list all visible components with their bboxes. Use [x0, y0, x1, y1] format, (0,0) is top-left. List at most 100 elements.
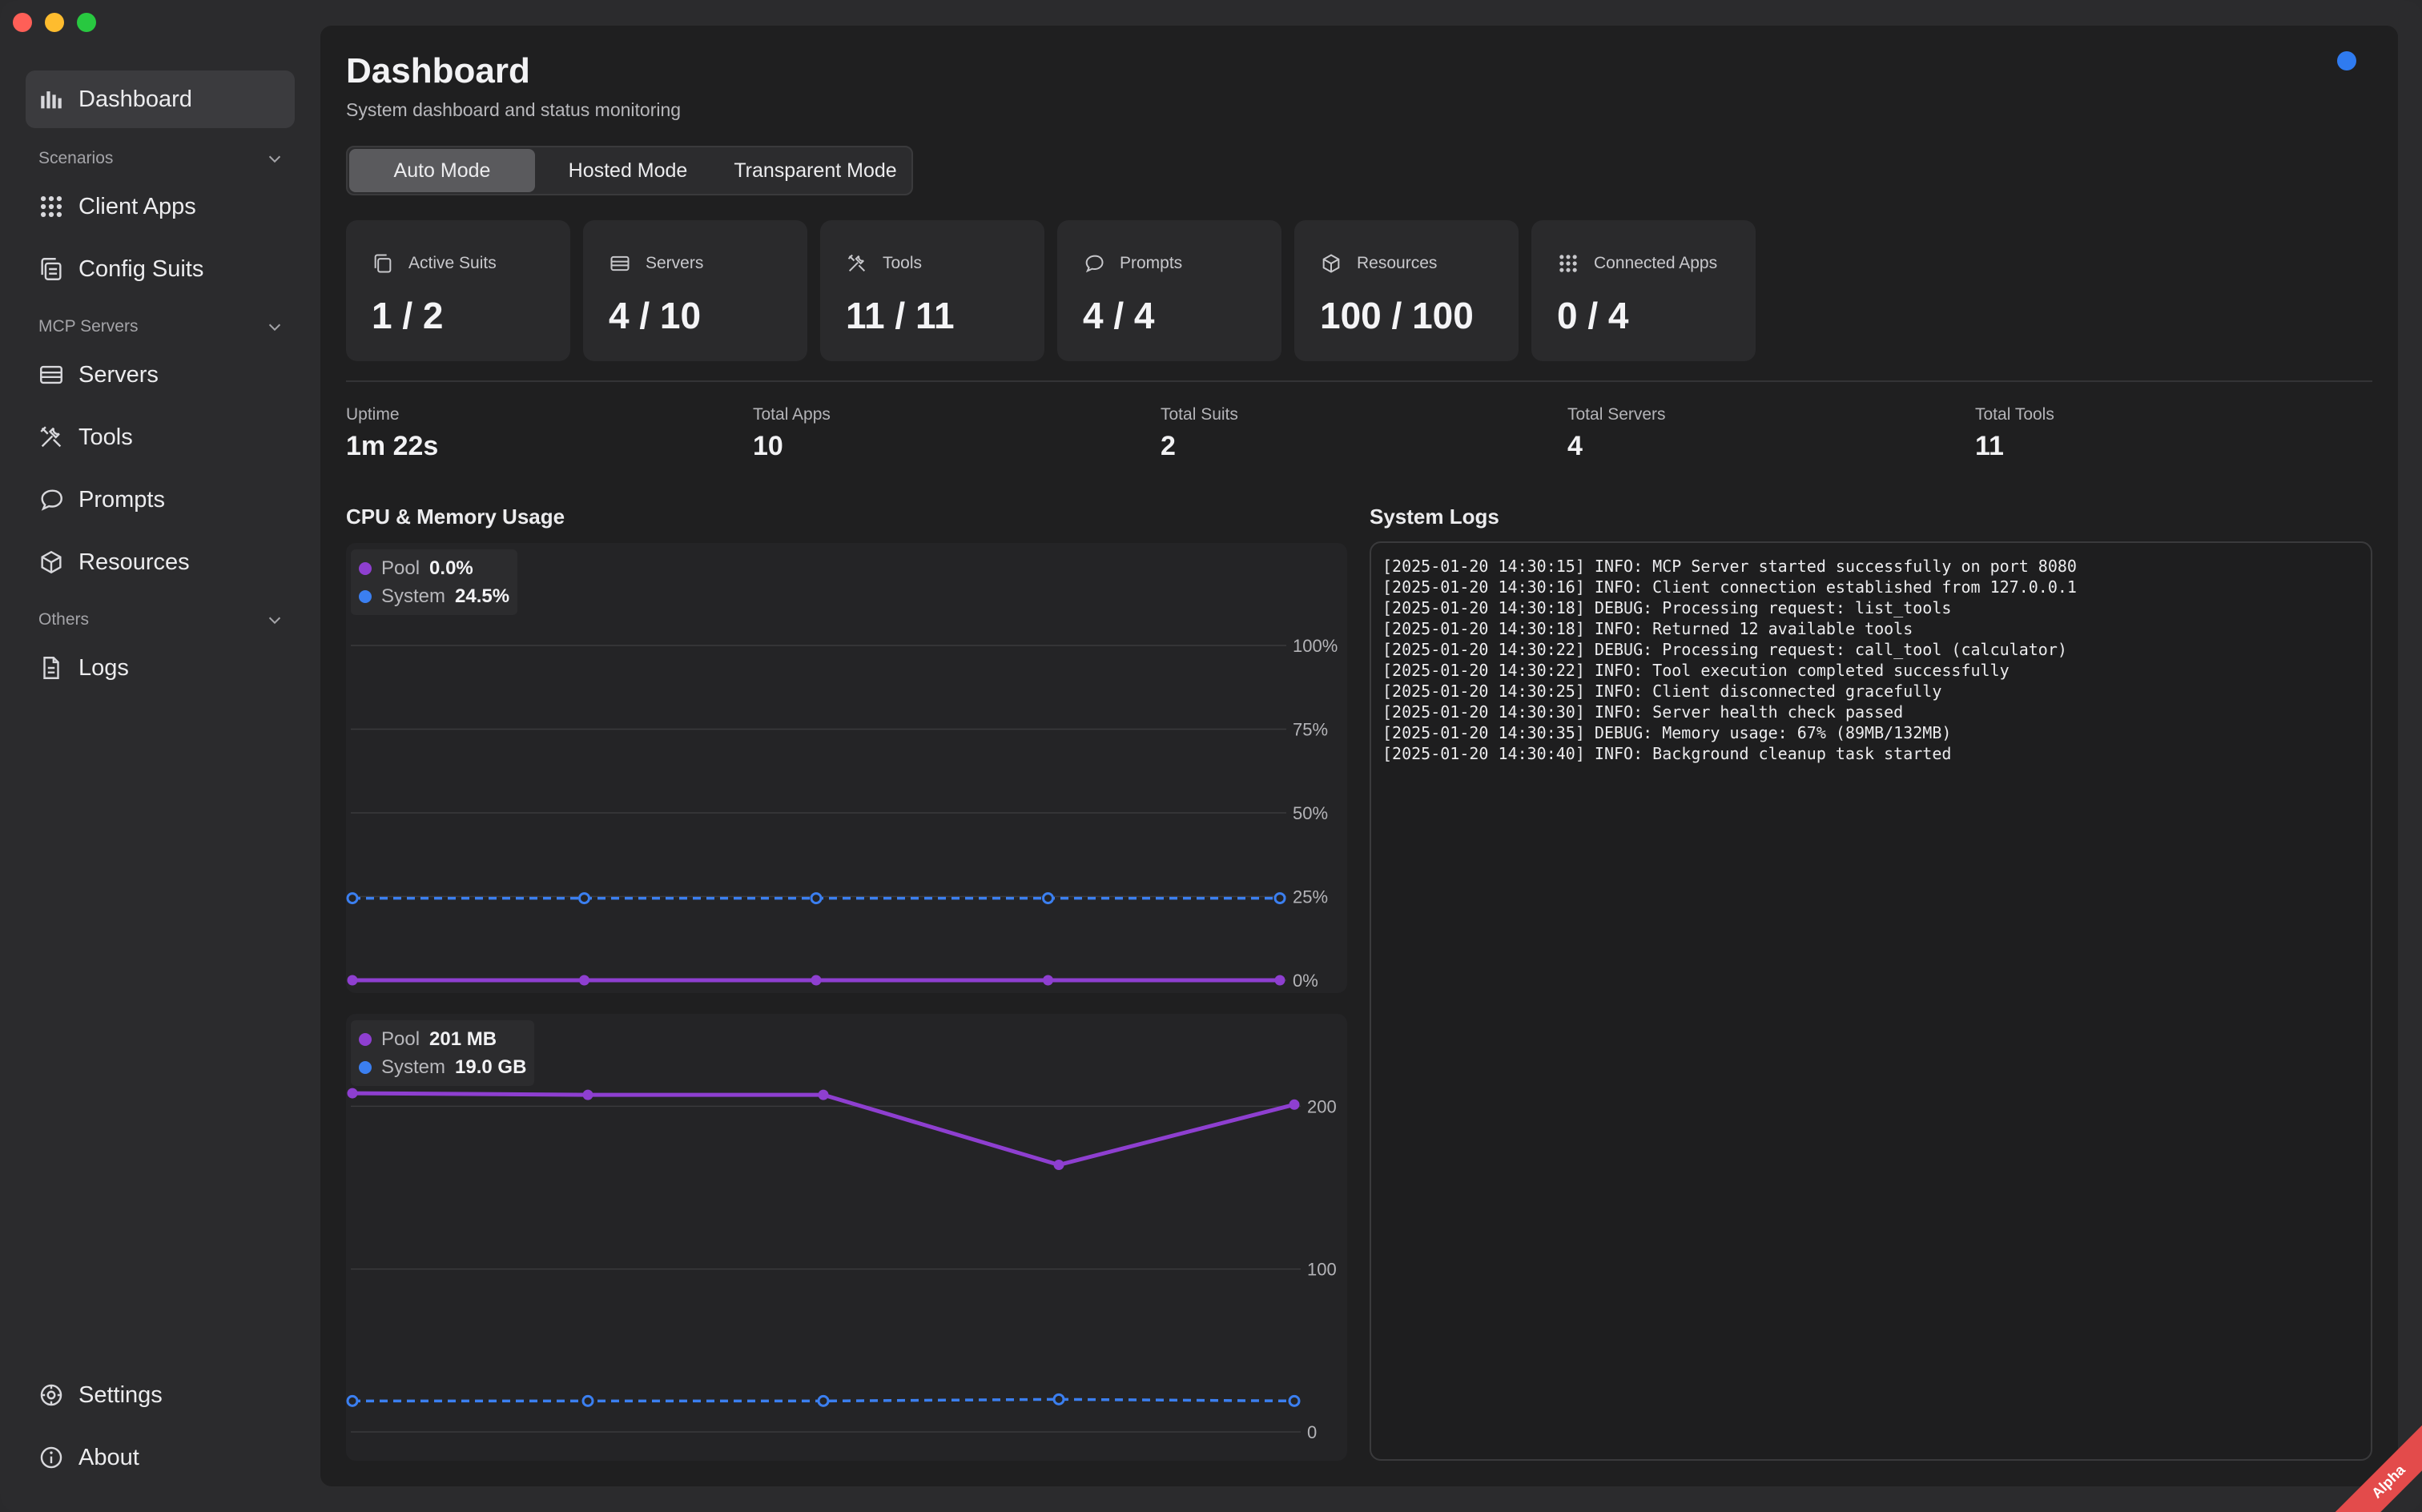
summary-value: 10: [753, 431, 783, 461]
stat-card-resources[interactable]: Resources 100 / 100: [1294, 220, 1519, 361]
close-window-button[interactable]: [13, 13, 32, 32]
data-point-system: [817, 1394, 830, 1407]
data-point-system: [1052, 1393, 1065, 1405]
legend-series-value: 0.0%: [429, 557, 473, 579]
stat-card-connected-apps[interactable]: Connected Apps 0 / 4: [1531, 220, 1756, 361]
y-tick-label: 100: [1307, 1260, 1337, 1280]
memory-usage-chart: 0 100 200 Pool 201 MB System 19.0 GB: [346, 1014, 1347, 1461]
log-line: [2025-01-20 14:30:25] INFO: Client disco…: [1382, 682, 1942, 701]
log-line: [2025-01-20 14:30:16] INFO: Client conne…: [1382, 577, 2077, 597]
document-icon: [37, 653, 66, 682]
sidebar-item-prompts[interactable]: Prompts: [26, 471, 295, 529]
legend-series-value: 201 MB: [429, 1027, 497, 1050]
stat-value: 1 / 2: [372, 295, 444, 336]
sidebar-item-label: Servers: [78, 361, 159, 388]
sidebar-item-label: Prompts: [78, 486, 165, 513]
section-others[interactable]: Others: [38, 604, 284, 636]
stat-card-prompts[interactable]: Prompts 4 / 4: [1057, 220, 1281, 361]
summary-label: Total Servers: [1567, 405, 1666, 424]
log-line: [2025-01-20 14:30:18] DEBUG: Processing …: [1382, 598, 1952, 617]
sidebar-item-settings[interactable]: Settings: [26, 1366, 295, 1424]
data-point-pool: [1274, 975, 1285, 986]
server-icon: [37, 360, 66, 389]
legend-series-name: System: [381, 585, 446, 607]
summary-value: 4: [1567, 431, 1583, 461]
stat-card-servers[interactable]: Servers 4 / 10: [583, 220, 807, 361]
sidebar-item-tools[interactable]: Tools: [26, 408, 295, 466]
stat-label: Resources: [1357, 254, 1438, 272]
cube-icon: [37, 548, 66, 577]
memory-chart-canvas: 0 100 200: [346, 1088, 1337, 1442]
data-point-pool: [1053, 1160, 1064, 1171]
hosted-mode-button[interactable]: Hosted Mode: [568, 159, 688, 182]
zoom-window-button[interactable]: [77, 13, 96, 32]
sidebar-item-logs[interactable]: Logs: [26, 639, 295, 697]
sidebar-item-resources[interactable]: Resources: [26, 533, 295, 591]
cube-icon: [1322, 254, 1340, 273]
legend-item-system: System 19.0 GB: [359, 1053, 526, 1081]
log-line: [2025-01-20 14:30:15] INFO: MCP Server s…: [1382, 557, 2077, 576]
sidebar-item-dashboard[interactable]: Dashboard: [26, 70, 295, 128]
summary-value: 2: [1161, 431, 1176, 461]
data-point-pool: [582, 1089, 593, 1100]
sidebar-item-about[interactable]: About: [26, 1429, 295, 1486]
legend-item-pool: Pool 0.0%: [359, 554, 509, 582]
auto-mode-button[interactable]: Auto Mode: [349, 149, 535, 192]
legend-series-name: Pool: [381, 1027, 420, 1050]
sidebar-item-label: Settings: [78, 1381, 163, 1408]
summary-label: Total Tools: [1975, 405, 2054, 424]
sidebar-item-servers[interactable]: Servers: [26, 346, 295, 404]
chevron-down-icon: [268, 617, 281, 625]
stat-card-tools[interactable]: Tools 11 / 11: [820, 220, 1044, 361]
log-line: [2025-01-20 14:30:35] DEBUG: Memory usag…: [1382, 723, 1952, 742]
legend-series-value: 19.0 GB: [455, 1056, 527, 1078]
summary-total-servers: Total Servers 4: [1567, 405, 1666, 462]
transparent-mode-button[interactable]: Transparent Mode: [734, 159, 897, 182]
usage-section-title: CPU & Memory Usage: [346, 505, 565, 529]
y-tick-label: 100%: [1293, 636, 1338, 656]
section-mcp-servers[interactable]: MCP Servers: [38, 311, 284, 343]
legend-series-value: 24.5%: [455, 585, 510, 607]
data-point-system: [1042, 892, 1054, 905]
summary-label: Total Apps: [753, 405, 831, 424]
y-tick-label: 0: [1307, 1422, 1317, 1442]
legend-item-pool: Pool 201 MB: [359, 1025, 526, 1053]
legend-swatch: [359, 1032, 372, 1046]
data-point-pool: [347, 975, 358, 986]
chart-legend: Pool 0.0% System 24.5%: [351, 549, 518, 615]
data-point-system: [1288, 1394, 1301, 1407]
grid-icon: [37, 192, 66, 221]
mode-segmented-control: Auto Mode Hosted Mode Transparent Mode: [346, 146, 913, 195]
data-point-system: [581, 1394, 594, 1407]
legend-swatch: [359, 589, 372, 603]
log-line: [2025-01-20 14:30:40] INFO: Background c…: [1382, 744, 1952, 763]
summary-total-suits: Total Suits 2: [1161, 405, 1238, 462]
data-point-system: [810, 892, 823, 905]
page-title: Dashboard: [346, 51, 530, 90]
sidebar-item-label: About: [78, 1444, 139, 1470]
sidebar-item-label: Resources: [78, 549, 190, 575]
minimize-window-button[interactable]: [45, 13, 64, 32]
server-icon: [610, 255, 630, 271]
y-tick-label: 25%: [1293, 887, 1328, 907]
stat-card-active-suits[interactable]: Active Suits 1 / 2: [346, 220, 570, 361]
window-controls: [13, 13, 96, 32]
log-line: [2025-01-20 14:30:22] INFO: Tool executi…: [1382, 661, 2010, 680]
info-icon: [37, 1443, 66, 1472]
y-tick-label: 75%: [1293, 720, 1328, 740]
section-scenarios[interactable]: Scenarios: [38, 143, 284, 175]
bar-chart-icon: [37, 85, 66, 114]
y-tick-label: 0%: [1293, 971, 1318, 991]
sidebar-item-client-apps[interactable]: Client Apps: [26, 178, 295, 235]
legend-series-name: Pool: [381, 557, 420, 579]
stat-label: Servers: [646, 254, 704, 272]
summary-label: Uptime: [346, 405, 400, 424]
log-line: [2025-01-20 14:30:18] INFO: Returned 12 …: [1382, 619, 1913, 638]
summary-label: Total Suits: [1161, 405, 1238, 424]
system-logs-panel[interactable]: [2025-01-20 14:30:15] INFO: MCP Server s…: [1370, 541, 2372, 1461]
connection-status-indicator: [2337, 51, 2356, 70]
sidebar-item-config-suits[interactable]: Config Suits: [26, 240, 295, 298]
chat-bubble-icon: [37, 485, 66, 514]
data-point-system: [346, 892, 359, 905]
